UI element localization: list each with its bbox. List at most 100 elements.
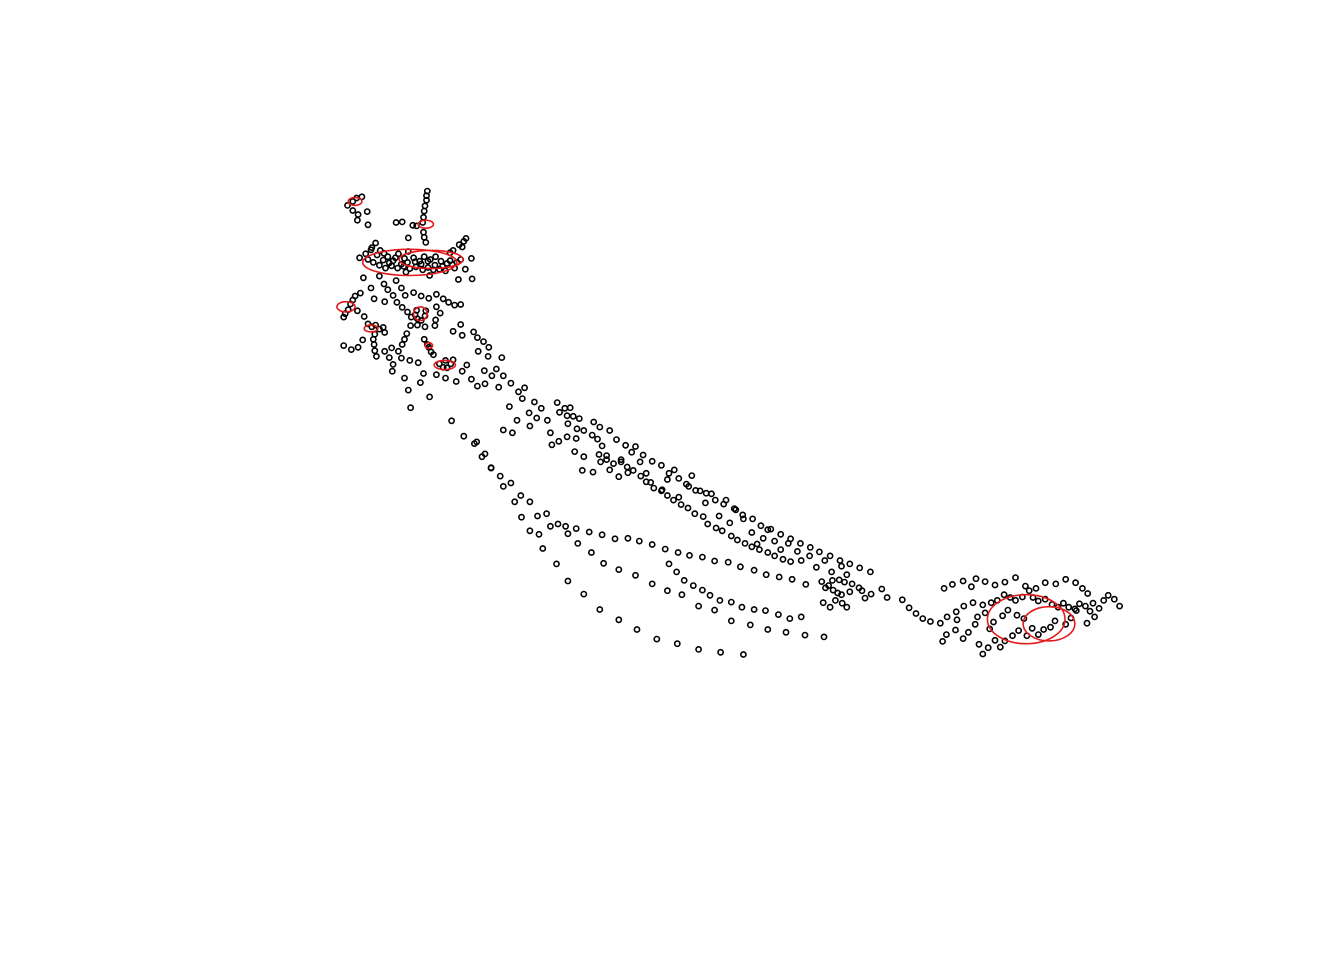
scatter-point bbox=[544, 416, 551, 424]
scatter-point bbox=[467, 375, 475, 383]
scatter-point bbox=[351, 292, 359, 300]
scatter-point bbox=[711, 557, 718, 565]
scatter-point bbox=[987, 599, 995, 607]
scatter-point bbox=[533, 414, 541, 422]
scatter-point bbox=[431, 322, 439, 329]
scatter-point bbox=[451, 301, 458, 309]
scatter-point bbox=[1041, 579, 1049, 587]
scatter-point bbox=[757, 522, 765, 530]
scatter-point bbox=[846, 560, 854, 568]
scatter-point bbox=[1076, 600, 1083, 608]
scatter-point bbox=[436, 309, 444, 317]
scatter-point bbox=[1086, 607, 1094, 615]
scatter-point bbox=[740, 515, 747, 523]
scatter-point bbox=[787, 558, 794, 565]
scatter-point bbox=[632, 443, 639, 450]
scatter-point bbox=[741, 540, 749, 547]
cluster-contour bbox=[417, 219, 435, 229]
scatter-point bbox=[764, 549, 772, 556]
scatter-point bbox=[653, 635, 661, 643]
scatter-point bbox=[354, 343, 362, 351]
scatter-point bbox=[1062, 620, 1070, 628]
scatter-point bbox=[1091, 613, 1098, 621]
scatter-point bbox=[404, 234, 412, 242]
scatter-point bbox=[398, 218, 406, 226]
scatter-point bbox=[777, 546, 785, 553]
scatter-point bbox=[726, 519, 734, 527]
scatter-point bbox=[1047, 623, 1054, 631]
scatter-point bbox=[603, 452, 610, 459]
scatter-point bbox=[981, 609, 989, 617]
scatter-point bbox=[372, 352, 380, 360]
scatter-point bbox=[727, 598, 735, 606]
scatter-point bbox=[426, 272, 433, 279]
scatter-point bbox=[388, 344, 395, 352]
scatter-point bbox=[1116, 602, 1123, 610]
scatter-point bbox=[762, 571, 770, 579]
scatter-point bbox=[999, 612, 1006, 620]
scatter-point bbox=[371, 347, 379, 355]
scatter-point bbox=[578, 466, 586, 474]
scatter-point bbox=[458, 243, 466, 251]
scatter-point bbox=[473, 382, 481, 390]
scatter-point bbox=[628, 448, 636, 456]
scatter-point bbox=[356, 289, 364, 297]
scatter-point bbox=[380, 280, 388, 288]
scatter-point bbox=[572, 435, 580, 442]
scatter-point bbox=[838, 599, 846, 607]
scatter-point bbox=[499, 482, 507, 490]
scatter-point bbox=[397, 284, 405, 292]
scatter-point bbox=[398, 303, 406, 311]
scatter-point bbox=[617, 456, 625, 463]
scatter-point bbox=[867, 568, 874, 576]
scatter-point bbox=[580, 427, 588, 434]
scatter-point bbox=[1072, 607, 1080, 614]
scatter-point bbox=[748, 529, 756, 536]
scatter-point bbox=[675, 474, 683, 482]
scatter-point bbox=[677, 501, 685, 508]
scatter-point bbox=[648, 457, 656, 465]
scatter-point bbox=[658, 487, 665, 495]
scatter-point bbox=[611, 535, 619, 543]
scatter-point bbox=[470, 440, 478, 447]
scatter-point bbox=[569, 412, 577, 420]
scatter-point bbox=[969, 599, 977, 607]
scatter-point bbox=[513, 416, 521, 424]
scatter-point bbox=[401, 374, 408, 382]
scatter-point bbox=[420, 207, 428, 215]
scatter-point bbox=[340, 342, 348, 349]
scatter-point bbox=[420, 253, 428, 261]
cluster-contours-layer bbox=[336, 196, 1076, 645]
scatter-point bbox=[389, 360, 397, 368]
scatter-point bbox=[596, 606, 604, 613]
scatter-point bbox=[806, 552, 813, 560]
scatter-point bbox=[487, 464, 495, 472]
scatter-point bbox=[1082, 602, 1089, 610]
scatter-point bbox=[474, 347, 482, 355]
scatter-point bbox=[648, 541, 656, 548]
scatter-point bbox=[883, 594, 891, 601]
scatter-point bbox=[410, 289, 417, 296]
scatter-point bbox=[446, 257, 454, 265]
scatter-point bbox=[624, 534, 632, 542]
scatter-point bbox=[562, 522, 569, 530]
scatter-point bbox=[590, 418, 598, 426]
scatter-point bbox=[553, 399, 561, 406]
scatter-point bbox=[991, 636, 999, 644]
scatter-point bbox=[813, 563, 820, 571]
scatter-point bbox=[816, 548, 823, 556]
scatter-point bbox=[367, 246, 375, 254]
scatter-point bbox=[424, 257, 432, 265]
scatter-point bbox=[525, 409, 533, 417]
scatter-point bbox=[753, 540, 761, 548]
scatter-point bbox=[615, 566, 623, 573]
scatter-point bbox=[801, 631, 809, 639]
scatter-point bbox=[788, 575, 796, 583]
scatter-point bbox=[784, 540, 792, 547]
scatter-point bbox=[1000, 591, 1008, 599]
scatter-point bbox=[353, 307, 361, 315]
scatter-point bbox=[535, 530, 543, 538]
scatter-point bbox=[515, 388, 522, 396]
scatter-point bbox=[407, 404, 414, 412]
